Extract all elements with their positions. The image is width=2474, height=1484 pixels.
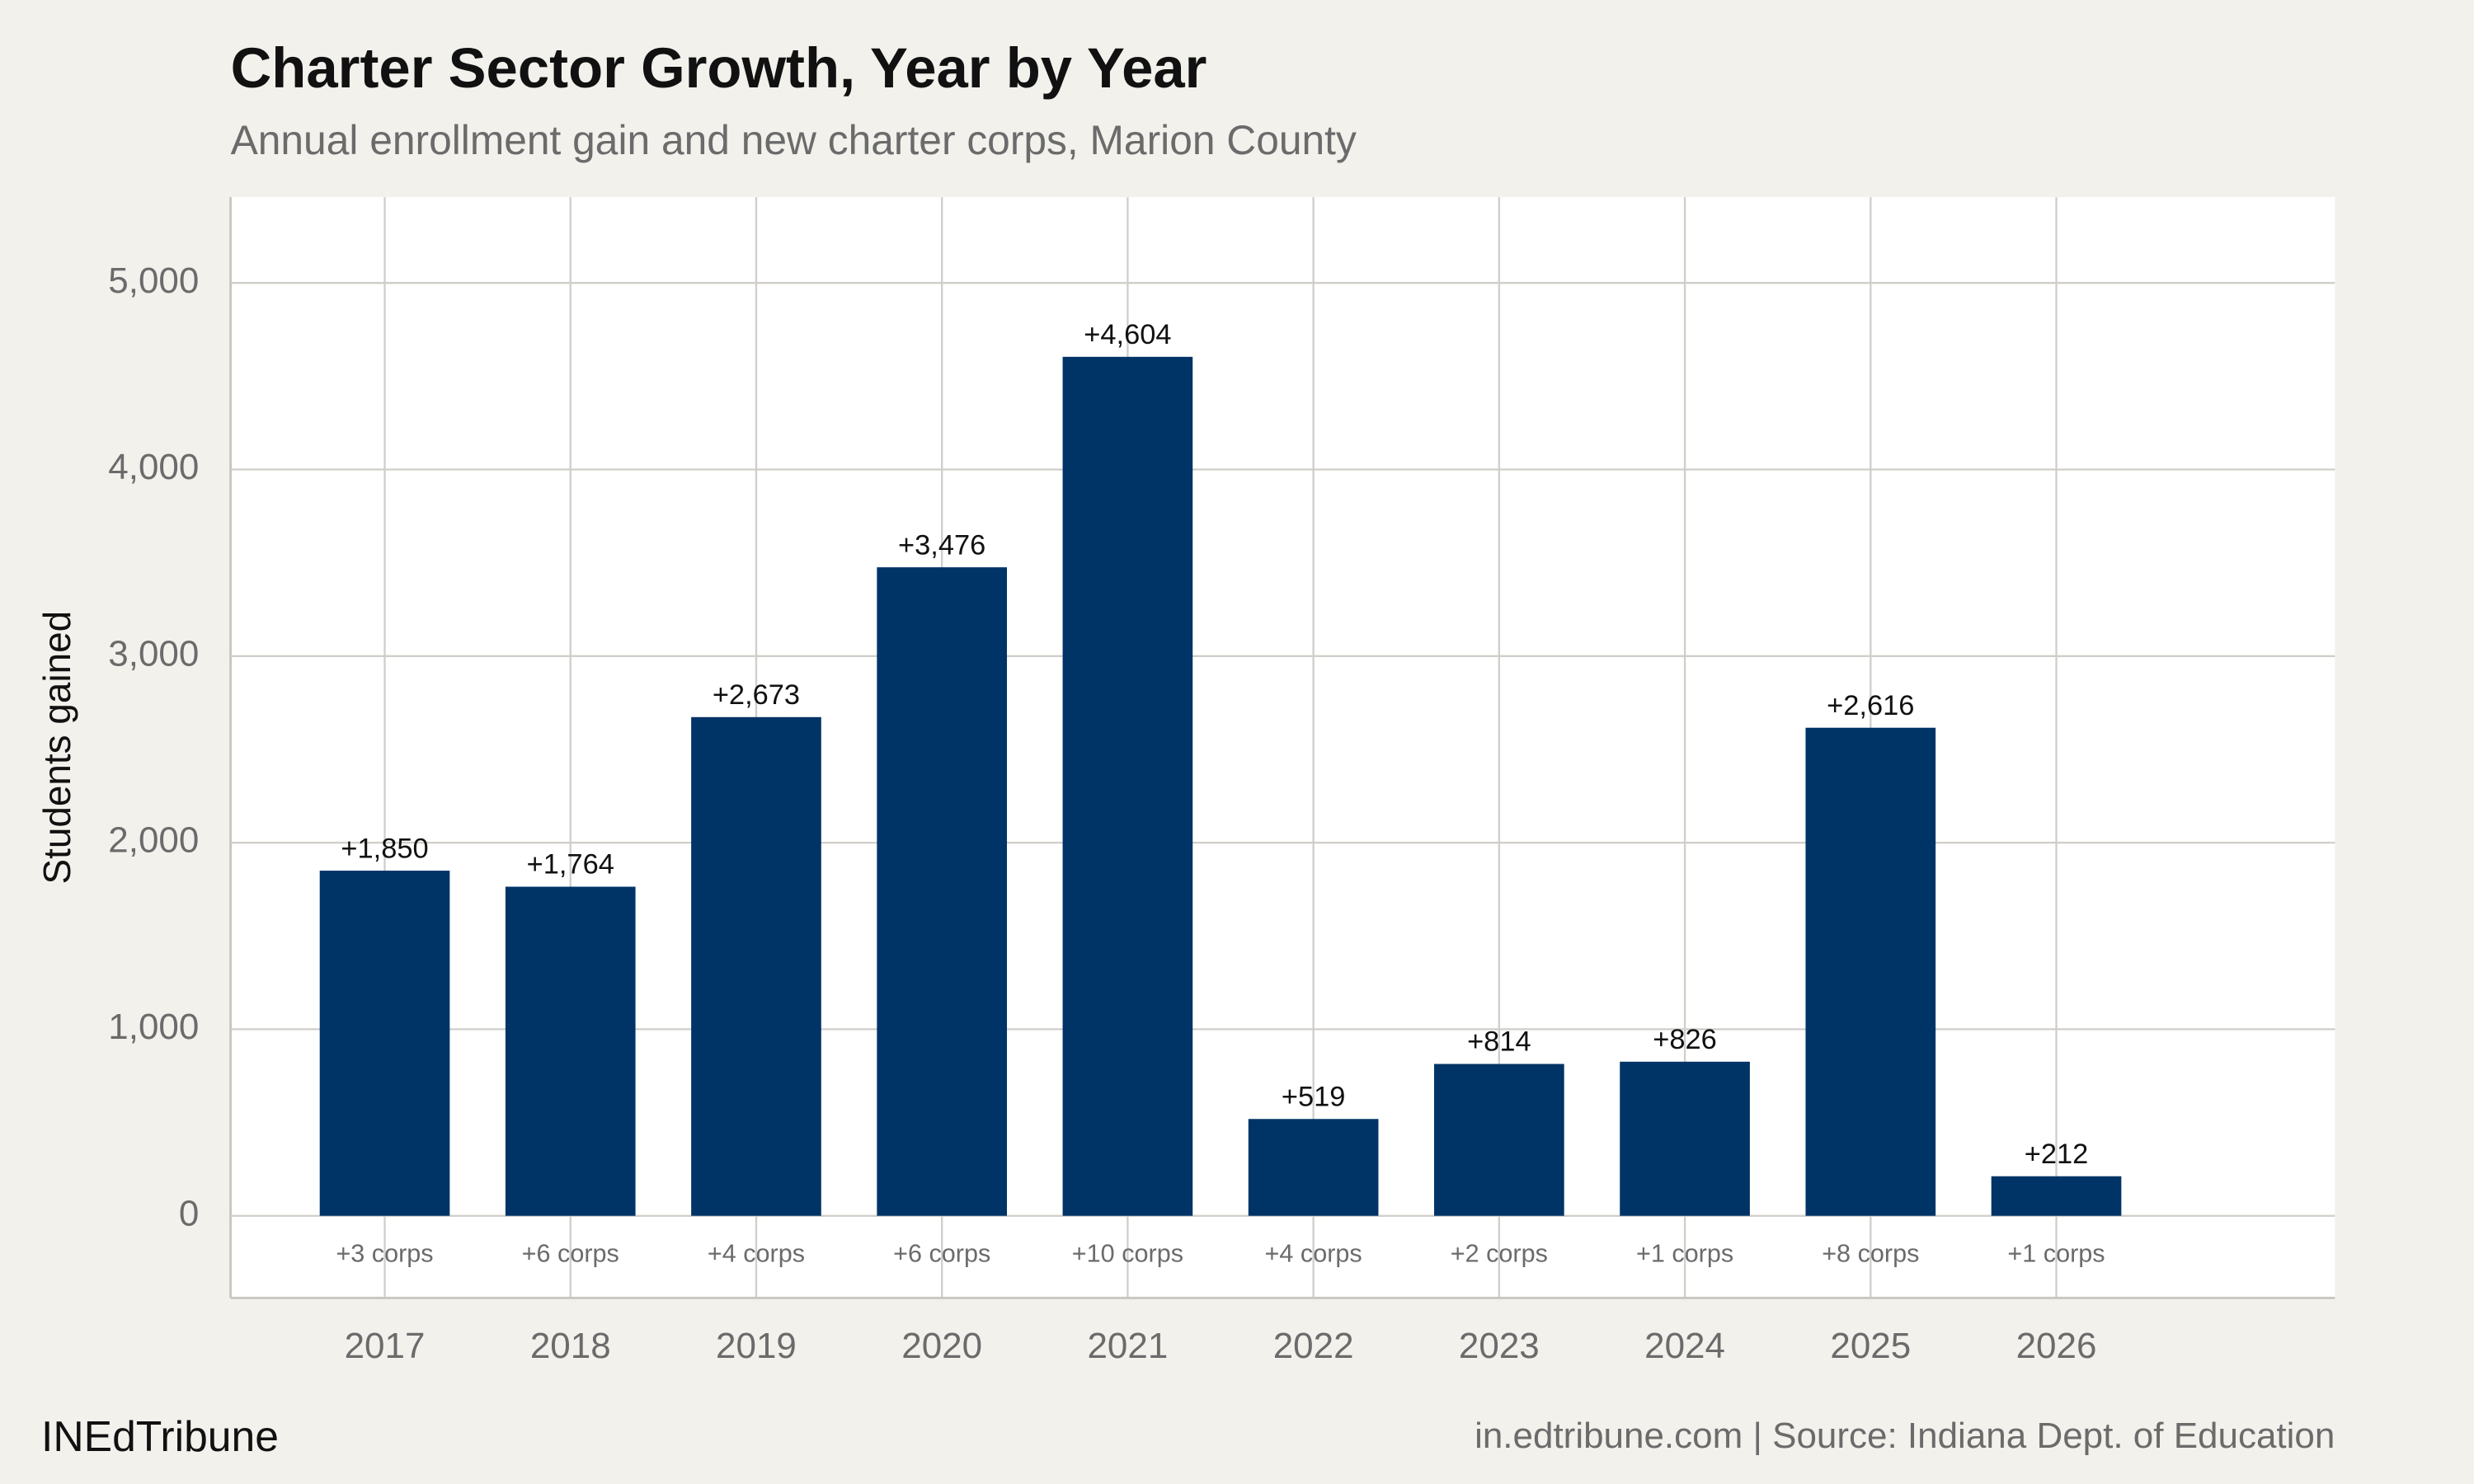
value-label: +519 [1282,1081,1346,1112]
value-label: +1,764 [527,849,614,881]
x-tick-label: 2019 [716,1326,797,1366]
bar [505,886,636,1216]
brand: INEdTribune [41,1412,279,1460]
y-tick-label: 4,000 [108,447,199,487]
bar [1991,1176,2122,1216]
x-tick-label: 2025 [1830,1326,1911,1366]
value-label: +1,850 [341,833,428,864]
corps-label: +6 corps [893,1240,990,1268]
corps-label: +10 corps [1072,1240,1183,1268]
chart-subtitle: Annual enrollment gain and new charter c… [231,117,1357,163]
x-tick-label: 2018 [530,1326,611,1366]
x-tick-label: 2020 [901,1326,982,1366]
x-tick-label: 2023 [1459,1326,1540,1366]
source: in.edtribune.com | Source: Indiana Dept.… [1475,1416,2335,1456]
corps-label: +1 corps [2007,1240,2105,1268]
bar [1434,1064,1564,1216]
x-tick-label: 2026 [2016,1326,2097,1366]
value-label: +2,616 [1827,690,1914,721]
value-label: +3,476 [898,529,985,561]
bar [1248,1119,1379,1216]
x-tick-label: 2021 [1087,1326,1168,1366]
x-tick-label: 2017 [345,1326,426,1366]
y-axis-label: Students gained [35,611,78,885]
y-tick-label: 2,000 [108,820,199,861]
value-label: +212 [2025,1139,2089,1170]
bar [319,871,450,1216]
bar [1620,1061,1750,1216]
x-tick-label: 2024 [1644,1326,1725,1366]
corps-label: +2 corps [1451,1240,1548,1268]
corps-label: +6 corps [522,1240,619,1268]
x-tick-label: 2022 [1273,1326,1354,1366]
corps-label: +4 corps [1265,1240,1362,1268]
corps-label: +4 corps [708,1240,805,1268]
y-tick-label: 1,000 [108,1007,199,1047]
y-tick-label: 0 [179,1193,199,1233]
y-tick-label: 3,000 [108,633,199,674]
bar [877,567,1008,1216]
corps-label: +8 corps [1822,1240,1919,1268]
chart-title: Charter Sector Growth, Year by Year [231,36,1207,100]
marks [319,356,2122,1216]
bar [691,716,821,1216]
y-tick-label: 5,000 [108,261,199,301]
bar [1062,356,1193,1216]
corps-label: +1 corps [1636,1240,1733,1268]
value-label: +4,604 [1084,319,1171,350]
value-label: +2,673 [713,679,800,711]
bar [1805,727,1936,1216]
value-label: +814 [1467,1026,1531,1058]
value-label: +826 [1653,1024,1717,1055]
corps-label: +3 corps [336,1240,433,1268]
